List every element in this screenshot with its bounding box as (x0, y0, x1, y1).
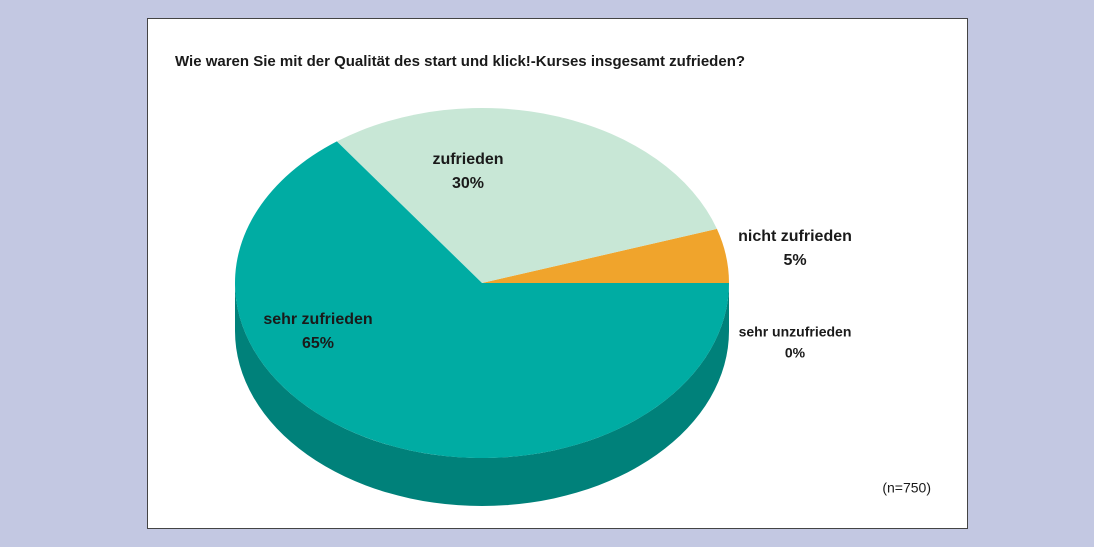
slice-label: sehr zufrieden (263, 311, 372, 328)
slice-label: sehr unzufrieden (739, 324, 852, 340)
slice-label: zufrieden (432, 151, 503, 168)
annotation: (n=750) (882, 480, 931, 496)
value-label: 65% (302, 335, 334, 352)
value-label: 5% (783, 252, 806, 269)
slice (234, 141, 729, 458)
chart-title: Wie waren Sie mit der Qualität des start… (175, 53, 745, 70)
slice-side (235, 283, 729, 506)
value-label: 30% (452, 175, 484, 192)
slice (482, 228, 729, 283)
slice (336, 108, 717, 284)
value-label: 0% (785, 345, 806, 361)
slice-label: nicht zufrieden (738, 228, 852, 245)
